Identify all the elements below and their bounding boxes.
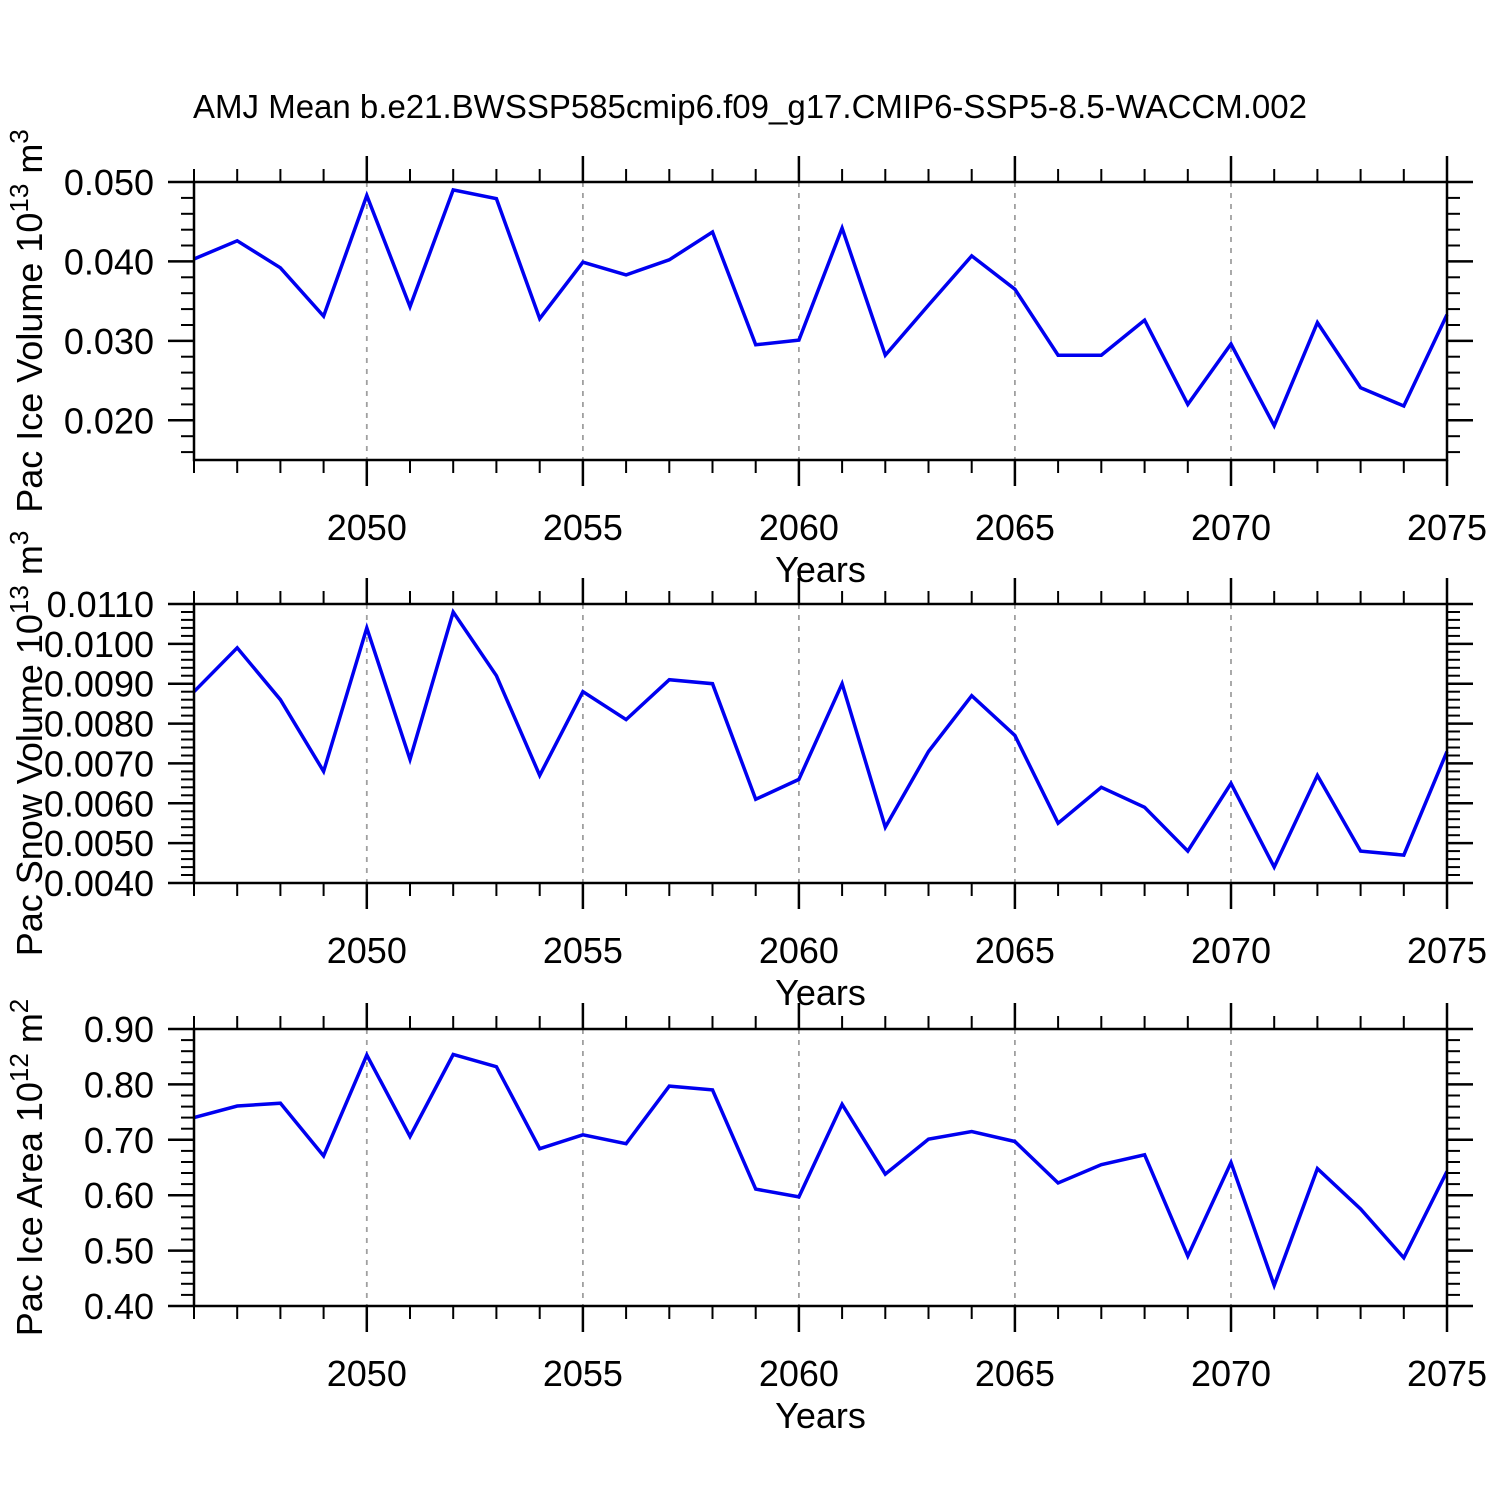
panel-1-yaxis-title-unit: m	[9, 144, 50, 184]
panel-1-xtick-label-2060: 2060	[759, 507, 839, 548]
panel-3-yaxis-title-base: Pac Ice Area 10	[9, 1082, 50, 1336]
panel-2-y-ticks	[168, 602, 1473, 885]
panel-2-yaxis-title: Pac Snow Volume 1013 m3	[4, 531, 50, 957]
panel-2-ytick-label-0.0090: 0.0090	[44, 664, 154, 705]
panel-3-xtick-label-2050: 2050	[327, 1353, 407, 1394]
panel-3-ytick-label-0.60: 0.60	[84, 1175, 154, 1216]
panel-1-xtick-label-2055: 2055	[543, 507, 623, 548]
panel-3-ytick-label-0.70: 0.70	[84, 1120, 154, 1161]
panel-2-xtick-label-2065: 2065	[975, 930, 1055, 971]
panel-1-x-ticks	[193, 156, 1449, 486]
panel-1-yaxis-title-exp: 13	[4, 184, 34, 213]
panel-3-xtick-label-2055: 2055	[543, 1353, 623, 1394]
panel-3-y-tick-labels: 0.40 0.50 0.60 0.70 0.80 0.90	[84, 1009, 154, 1327]
panel-3-ytick-label-0.40: 0.40	[84, 1286, 154, 1327]
panel-3-ytick-label-0.50: 0.50	[84, 1231, 154, 1272]
chart-title: AMJ Mean b.e21.BWSSP585cmip6.f09_g17.CMI…	[193, 88, 1307, 125]
panel-2-xaxis-title: Years	[775, 972, 866, 1013]
panel-2-ytick-label-0.0040: 0.0040	[44, 863, 154, 904]
panel-2-x-tick-labels: 2050 2055 2060 2065 2070 2075	[327, 930, 1487, 971]
panel-2-yaxis-title-base: Pac Snow Volume 10	[9, 614, 50, 956]
panel-3-x-tick-labels: 2050 2055 2060 2065 2070 2075	[327, 1353, 1487, 1394]
pac-ice-area-line	[193, 1050, 1449, 1291]
panel-1-ytick-label-0.020: 0.020	[64, 400, 154, 441]
panel-1-ytick-label-0.050: 0.050	[64, 162, 154, 203]
panel-3-ytick-label-0.90: 0.90	[84, 1009, 154, 1050]
panel-2-ytick-label-0.0110: 0.0110	[47, 584, 154, 625]
panel-3-yaxis-title-unit-exp: 2	[4, 999, 34, 1013]
pac-ice-volume-line	[193, 187, 1449, 430]
panel-1-xtick-label-2075: 2075	[1407, 507, 1487, 548]
panel-3-yaxis-title-unit: m	[9, 1013, 50, 1053]
panel-1-ytick-label-0.040: 0.040	[64, 241, 154, 282]
panel-3-xtick-label-2065: 2065	[975, 1353, 1055, 1394]
panel-2-plot-border	[192, 602, 1449, 885]
panel-3-yaxis-title: Pac Ice Area 1012 m2	[4, 999, 50, 1337]
panel-2-ytick-label-0.0070: 0.0070	[44, 743, 154, 784]
pac-snow-volume-line	[192, 607, 1449, 872]
panel-3-ytick-label-0.80: 0.80	[84, 1064, 154, 1105]
panel-3-yaxis-title-exp: 12	[4, 1053, 34, 1082]
panel-1-xaxis-title: Years	[775, 549, 866, 590]
panel-1-yaxis-title-base: Pac Ice Volume 10	[9, 213, 50, 513]
panel-2-yaxis-title-unit: m	[9, 545, 50, 585]
panel-2-xtick-label-2050: 2050	[327, 930, 407, 971]
panel-2-ytick-label-0.0100: 0.0100	[44, 624, 154, 665]
panel-3-xtick-label-2075: 2075	[1407, 1353, 1487, 1394]
panel-1-yaxis-title-unit-exp: 3	[4, 129, 34, 143]
panel-2-yaxis-title-unit-exp: 3	[4, 531, 34, 545]
panel-1-y-tick-labels: 0.020 0.030 0.040 0.050	[64, 162, 154, 441]
panel-3-y-ticks	[168, 1027, 1473, 1308]
panel-2-ytick-label-0.0080: 0.0080	[44, 704, 154, 745]
panel-1-ytick-label-0.030: 0.030	[64, 321, 154, 362]
panel-1-xtick-label-2070: 2070	[1191, 507, 1271, 548]
panel-2-x-ticks	[193, 578, 1449, 909]
panel-1-x-tick-labels: 2050 2055 2060 2065 2070 2075	[327, 507, 1487, 548]
panel-2-xtick-label-2070: 2070	[1191, 930, 1271, 971]
panel-3-xaxis-title: Years	[775, 1395, 866, 1436]
panel-2-ytick-label-0.0060: 0.0060	[44, 783, 154, 824]
panel-1-gridlines	[365, 182, 1232, 460]
panel-3-xtick-label-2060: 2060	[759, 1353, 839, 1394]
panel-3-x-ticks	[193, 1003, 1449, 1332]
panel-1-y-ticks	[168, 180, 1473, 454]
panel-1-yaxis-title: Pac Ice Volume 1013 m3	[4, 129, 50, 513]
panel-2-ytick-label-0.0050: 0.0050	[44, 823, 154, 864]
panel-3-xtick-label-2070: 2070	[1191, 1353, 1271, 1394]
panel-2-xtick-label-2060: 2060	[759, 930, 839, 971]
panel-3-plot-border	[192, 1027, 1449, 1308]
panel-3-gridlines	[365, 1029, 1232, 1306]
panel-2-xtick-label-2055: 2055	[543, 930, 623, 971]
panel-1-xtick-label-2065: 2065	[975, 507, 1055, 548]
panel-1-plot-border	[192, 180, 1449, 462]
panel-2-y-tick-labels: 0.00400.00500.00600.00700.00800.00900.01…	[44, 584, 154, 904]
panel-2-yaxis-title-exp: 13	[4, 585, 34, 614]
panel-2-xtick-label-2075: 2075	[1407, 930, 1487, 971]
panel-1-xtick-label-2050: 2050	[327, 507, 407, 548]
panel-2-gridlines	[365, 604, 1232, 883]
